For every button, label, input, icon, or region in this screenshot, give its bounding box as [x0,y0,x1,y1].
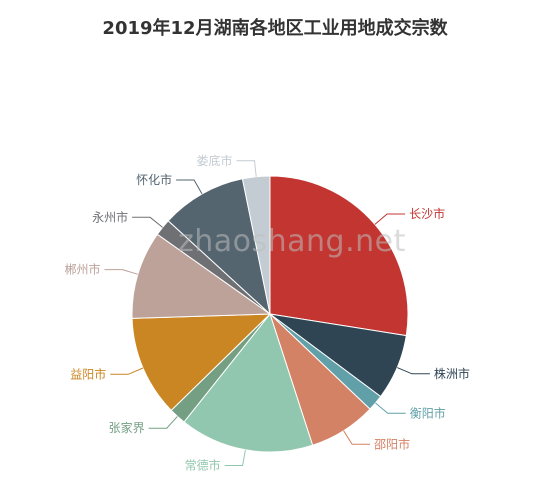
label-leader-line [110,367,144,375]
slice-label: 益阳市 [70,366,106,381]
pie-slice[interactable] [183,312,314,453]
pie-slice[interactable] [167,178,271,316]
watermark: zhaoshang.net [178,224,406,259]
label-leader-line [397,367,430,375]
pie-slice[interactable] [269,175,409,337]
label-leader-line [375,402,406,414]
slice-label: 株洲市 [434,366,470,381]
label-leader-line [224,449,246,466]
label-leader-line [148,416,178,429]
slice-label: 郴州市 [64,262,100,277]
slice-label: 衡阳市 [410,405,446,420]
slice-label: 怀化市 [136,172,172,187]
slice-label: 邵阳市 [374,436,410,451]
label-leader-line [236,160,257,177]
label-leader-line [132,216,163,228]
slice-label: 永州市 [92,209,128,224]
label-leader-line [343,430,371,445]
slice-label: 常德市 [185,458,221,473]
slice-label: 长沙市 [409,206,445,221]
label-leader-line [176,179,203,195]
label-leader-line [104,269,138,275]
slice-label: 娄底市 [196,153,232,168]
pie-slice[interactable] [131,233,272,319]
chart-title: 2019年12月湖南各地区工业用地成交宗数 [102,18,448,39]
slice-label: 张家界 [109,420,145,435]
pie-slice[interactable] [131,313,272,412]
label-leaders [104,160,430,466]
pie-slices [131,175,409,453]
label-leader-line [374,213,406,225]
